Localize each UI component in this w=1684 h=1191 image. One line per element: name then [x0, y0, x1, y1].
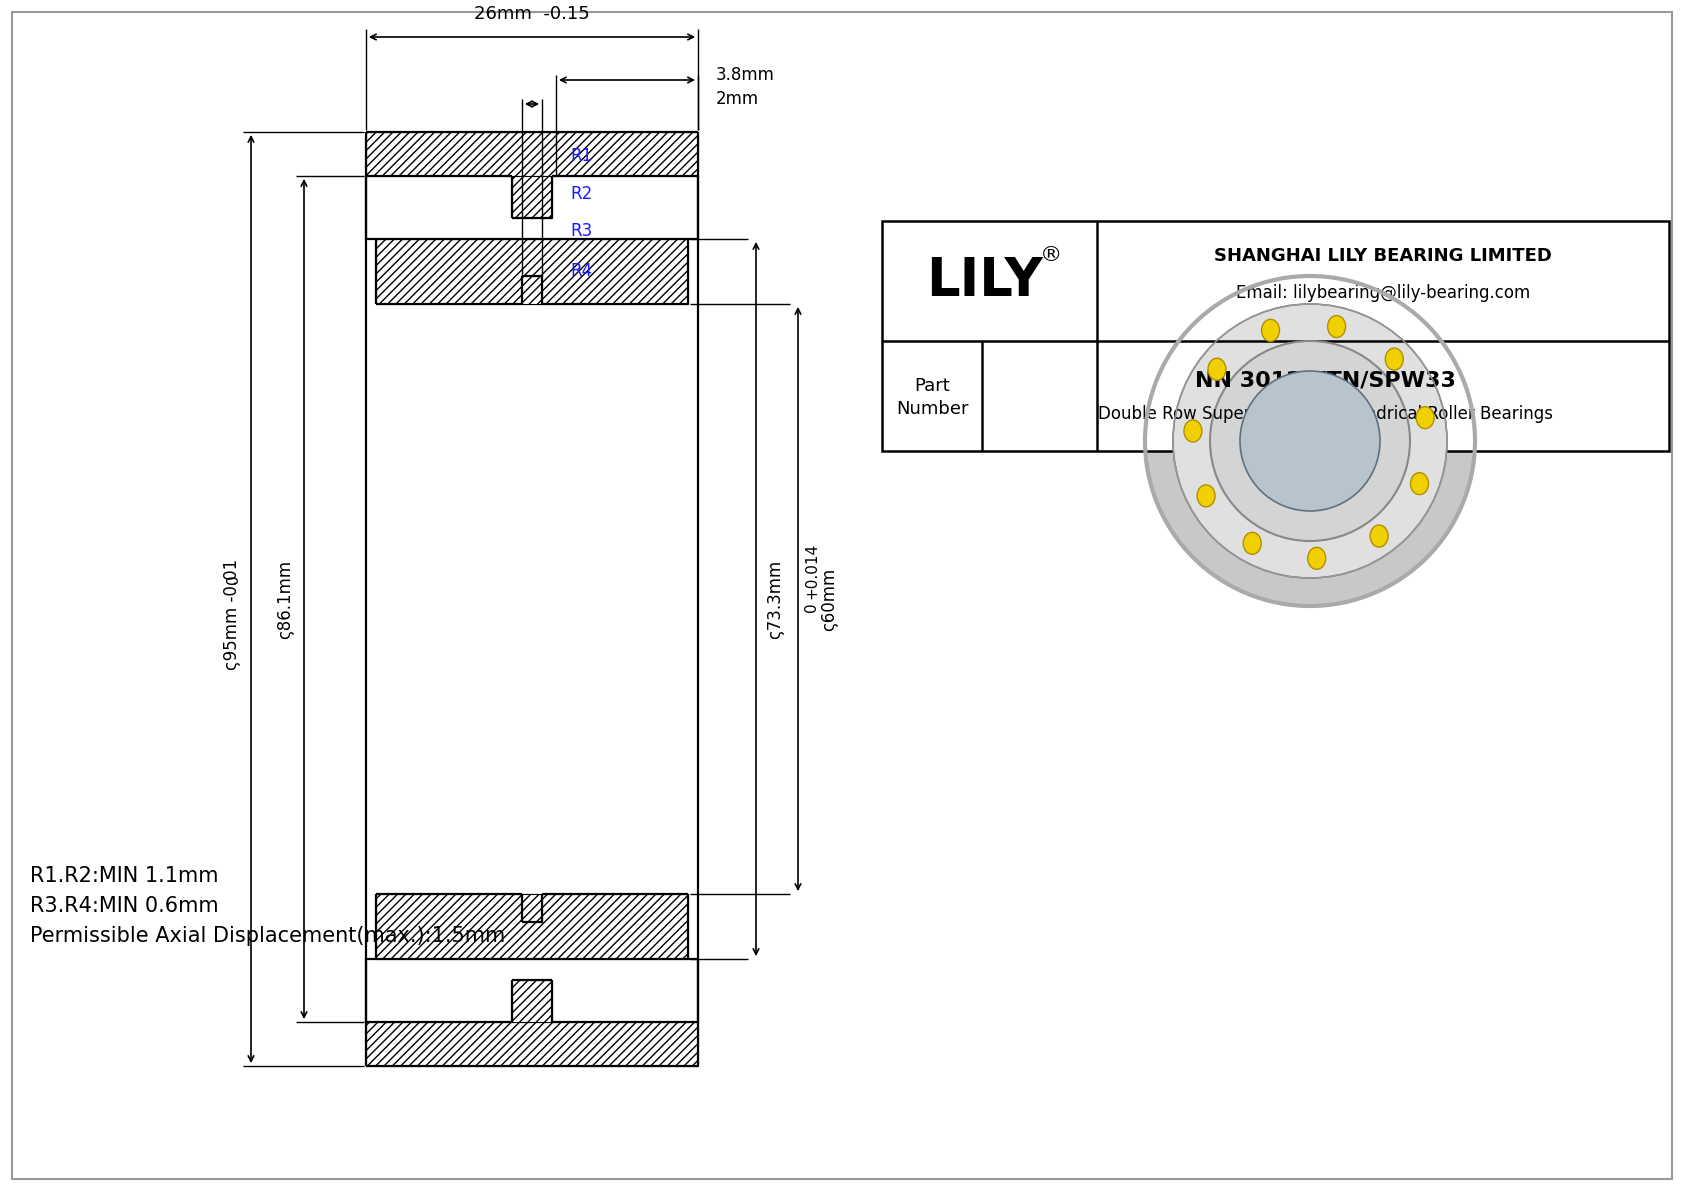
Polygon shape	[376, 894, 689, 959]
Ellipse shape	[1416, 406, 1435, 429]
Circle shape	[1145, 276, 1475, 606]
Text: Number: Number	[896, 400, 968, 418]
Text: R4: R4	[569, 262, 593, 280]
Polygon shape	[365, 1022, 697, 1066]
Ellipse shape	[1308, 548, 1325, 569]
Text: R3: R3	[569, 222, 593, 241]
Text: R1.R2:MIN 1.1mm: R1.R2:MIN 1.1mm	[30, 866, 219, 886]
Polygon shape	[522, 276, 542, 304]
Text: Double Row Super-Precision Cylindrical Roller Bearings: Double Row Super-Precision Cylindrical R…	[1098, 405, 1553, 423]
Text: Email: lilybearing@lily-bearing.com: Email: lilybearing@lily-bearing.com	[1236, 283, 1531, 303]
Text: 3.8mm: 3.8mm	[716, 66, 775, 85]
Polygon shape	[376, 239, 689, 304]
Circle shape	[1130, 261, 1490, 621]
Ellipse shape	[1371, 525, 1388, 547]
Polygon shape	[365, 132, 697, 176]
Text: LILY: LILY	[926, 255, 1042, 307]
Polygon shape	[512, 176, 552, 218]
Text: SHANGHAI LILY BEARING LIMITED: SHANGHAI LILY BEARING LIMITED	[1214, 247, 1553, 266]
Text: R1: R1	[569, 146, 593, 166]
Text: Part: Part	[914, 378, 950, 395]
Text: 2mm: 2mm	[716, 91, 759, 108]
Polygon shape	[512, 980, 552, 1022]
Ellipse shape	[1184, 420, 1202, 442]
Text: ς60mm: ς60mm	[820, 567, 839, 630]
Text: ς86.1mm: ς86.1mm	[276, 560, 295, 638]
Polygon shape	[522, 894, 542, 922]
Ellipse shape	[1207, 358, 1226, 380]
Text: 0: 0	[226, 574, 241, 584]
Ellipse shape	[1243, 532, 1261, 554]
Bar	[882, 222, 1669, 451]
Circle shape	[1211, 341, 1410, 541]
Ellipse shape	[1411, 473, 1428, 494]
Text: 0: 0	[803, 603, 818, 612]
Circle shape	[1239, 372, 1379, 511]
Ellipse shape	[1197, 485, 1216, 507]
Ellipse shape	[1261, 319, 1280, 342]
Text: R3.R4:MIN 0.6mm: R3.R4:MIN 0.6mm	[30, 896, 219, 916]
Text: R2: R2	[569, 185, 593, 202]
Text: Permissible Axial Displacement(max.):1.5mm: Permissible Axial Displacement(max.):1.5…	[30, 925, 505, 946]
Circle shape	[1174, 304, 1447, 578]
Text: 26mm  -0.15: 26mm -0.15	[475, 5, 589, 23]
Text: ς73.3mm: ς73.3mm	[766, 560, 785, 638]
Text: +0.014: +0.014	[803, 543, 818, 599]
Ellipse shape	[1386, 348, 1403, 370]
Ellipse shape	[1327, 316, 1346, 337]
Text: NN 3012 KTN/SPW33: NN 3012 KTN/SPW33	[1196, 372, 1457, 391]
Text: ς95mm -0.01: ς95mm -0.01	[222, 559, 241, 669]
Text: ®: ®	[1041, 245, 1063, 266]
